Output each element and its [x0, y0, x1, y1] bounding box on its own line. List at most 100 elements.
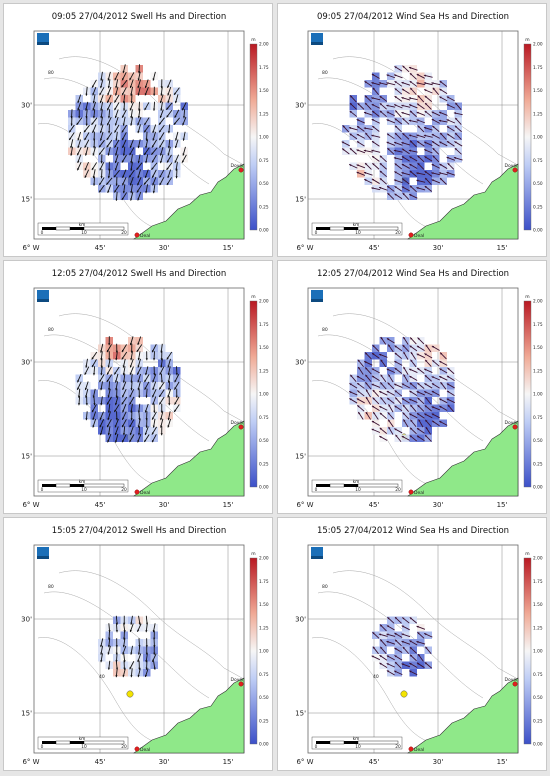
direction-arrowhead — [123, 660, 126, 663]
direction-arrowhead — [424, 375, 428, 378]
scale-bar-segment — [55, 740, 71, 745]
direction-arrowhead — [410, 140, 413, 143]
direction-arrowhead — [446, 104, 449, 107]
direction-arrowhead — [92, 417, 95, 421]
direction-arrowhead — [394, 81, 397, 84]
direction-arrowhead — [84, 387, 88, 391]
direction-arrowhead — [401, 663, 404, 666]
scale-bar-tick: 10 — [355, 744, 361, 750]
direction-arrowhead — [143, 182, 147, 185]
direction-arrowhead — [403, 351, 406, 355]
direction-arrowhead — [107, 365, 110, 368]
direction-arrowhead — [107, 190, 110, 193]
scale-bar-segment — [70, 741, 84, 744]
direction-arrowhead — [379, 103, 383, 106]
direction-arrowhead — [401, 104, 404, 107]
x-tick-label: 15' — [223, 244, 234, 252]
direction-arrowhead — [115, 622, 119, 625]
direction-arrowhead — [417, 337, 420, 340]
direction-arrowhead — [70, 145, 73, 149]
direction-arrowhead — [107, 116, 111, 119]
direction-arrowhead — [364, 81, 367, 84]
direction-arrowhead — [84, 137, 87, 141]
direction-arrowhead — [69, 137, 72, 140]
colorbar-unit: m — [251, 295, 255, 300]
colorbar-tick: 0.00 — [533, 485, 543, 491]
direction-arrowhead — [167, 425, 170, 428]
direction-arrowhead — [144, 674, 148, 678]
direction-arrowhead — [372, 646, 376, 649]
direction-arrowhead — [386, 640, 389, 644]
direction-arrowhead — [349, 164, 352, 167]
direction-arrowhead — [100, 108, 103, 111]
colorbar-tick: 0.75 — [533, 158, 543, 164]
place-label-dover: Dover — [505, 163, 519, 169]
direction-arrowhead — [393, 179, 397, 182]
colorbar — [249, 43, 258, 231]
direction-arrowhead — [166, 115, 169, 118]
direction-arrowhead — [121, 402, 124, 405]
direction-arrowhead — [416, 82, 419, 85]
direction-arrowhead — [372, 156, 375, 159]
direction-arrowhead — [388, 404, 391, 407]
direction-arrowhead — [409, 390, 412, 393]
direction-arrowhead — [380, 639, 383, 642]
contour-label: 80 — [322, 584, 328, 590]
direction-arrowhead — [431, 413, 435, 416]
direction-arrowhead — [115, 395, 118, 398]
direction-arrowhead — [409, 170, 413, 173]
chart-panel-4: 15:05 27/04/2012 Swell Hs and Direction 8… — [3, 517, 273, 771]
direction-arrowhead — [394, 428, 397, 431]
direction-arrowhead — [455, 102, 458, 106]
direction-arrowhead — [425, 397, 428, 400]
scale-bar-tick: 10 — [81, 230, 87, 236]
direction-arrowhead — [137, 123, 140, 126]
scale-bar-segment — [344, 741, 358, 744]
direction-arrowhead — [378, 82, 382, 85]
colorbar — [249, 557, 258, 745]
direction-arrowhead — [438, 172, 442, 175]
direction-arrowhead — [408, 97, 412, 100]
direction-arrowhead — [121, 160, 124, 163]
x-tick-label: 15' — [497, 244, 508, 252]
direction-arrowhead — [145, 660, 148, 663]
direction-arrowhead — [114, 78, 117, 81]
direction-arrowhead — [364, 179, 367, 182]
direction-arrowhead — [114, 425, 117, 428]
colorbar-tick: 2.00 — [259, 42, 269, 48]
direction-arrowhead — [114, 100, 117, 103]
direction-arrowhead — [380, 374, 383, 377]
direction-arrowhead — [401, 186, 405, 189]
colorbar — [523, 43, 532, 231]
x-tick-label: 45' — [369, 244, 380, 252]
direction-arrowhead — [153, 93, 156, 96]
direction-arrowhead — [129, 395, 132, 398]
direction-arrowhead — [77, 403, 81, 406]
direction-arrowhead — [137, 342, 140, 346]
scale-bar-unit: km — [353, 479, 360, 485]
direction-arrowhead — [387, 382, 390, 385]
scale-bar-tick: 0 — [315, 230, 318, 236]
place-marker-dover — [512, 167, 518, 173]
scale-bar-segment — [316, 741, 330, 744]
y-tick-label: 30' — [21, 102, 32, 110]
direction-arrowhead — [122, 115, 125, 118]
direction-arrowhead — [84, 145, 87, 148]
direction-arrowhead — [446, 398, 449, 401]
direction-arrowhead — [380, 397, 383, 400]
direction-arrowhead — [416, 391, 419, 394]
direction-arrowhead — [85, 365, 88, 368]
direction-arrowhead — [371, 187, 374, 190]
direction-arrowhead — [408, 134, 412, 137]
direction-arrowhead — [393, 157, 397, 160]
direction-arrowhead — [159, 137, 162, 141]
direction-arrowhead — [425, 359, 428, 363]
direction-arrowhead — [159, 372, 162, 375]
direction-arrowhead — [425, 419, 428, 423]
direction-arrowhead — [167, 395, 170, 398]
direction-arrowhead — [401, 625, 405, 628]
colorbar-tick: 1.75 — [533, 65, 543, 71]
direction-arrowhead — [410, 351, 413, 355]
direction-arrowhead — [160, 86, 163, 89]
direction-arrowhead — [403, 336, 406, 340]
